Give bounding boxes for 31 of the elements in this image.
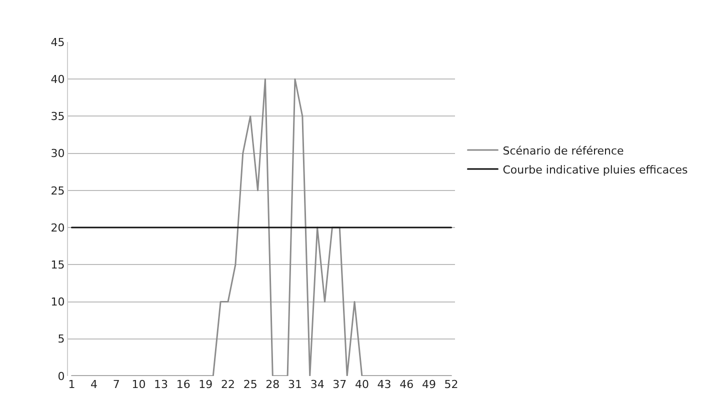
x-tick-label: 52 (444, 378, 458, 391)
y-tick-label: 45 (50, 36, 65, 49)
x-tick-label: 13 (154, 378, 168, 391)
x-tick-label: 7 (112, 378, 120, 391)
y-tick-label: 35 (50, 110, 65, 124)
x-tick-label: 46 (400, 378, 414, 391)
x-tick-label: 40 (354, 378, 369, 391)
y-tick-label: 40 (50, 72, 65, 86)
y-tick-label: 25 (50, 184, 65, 198)
y-tick-label: 5 (58, 332, 65, 346)
x-tick-label: 31 (288, 378, 302, 391)
legend-label: Courbe indicative pluies efficaces (502, 163, 688, 176)
x-tick-label: 25 (243, 378, 258, 391)
y-tick-label: 15 (50, 258, 65, 272)
y-tick-label: 20 (50, 221, 65, 234)
x-tick-label: 10 (132, 378, 146, 391)
x-tick-label: 4 (90, 378, 98, 391)
x-tick-label: 43 (377, 378, 392, 391)
line-series (70, 78, 452, 376)
x-tick-label: 49 (422, 378, 436, 391)
x-tick-label: 22 (221, 378, 236, 391)
x-tick-label: 19 (198, 378, 213, 391)
x-tick-label: 16 (176, 378, 190, 391)
y-tick-label: 10 (50, 296, 65, 309)
x-tick-label: 34 (310, 378, 324, 391)
x-tick-label: 37 (332, 378, 347, 391)
x-tick-label: 1 (68, 378, 76, 391)
y-tick-label: 30 (50, 147, 65, 160)
x-tick-label: 28 (266, 378, 280, 391)
legend-label: Scénario de référence (502, 144, 624, 158)
y-tick-label: 0 (58, 370, 65, 383)
